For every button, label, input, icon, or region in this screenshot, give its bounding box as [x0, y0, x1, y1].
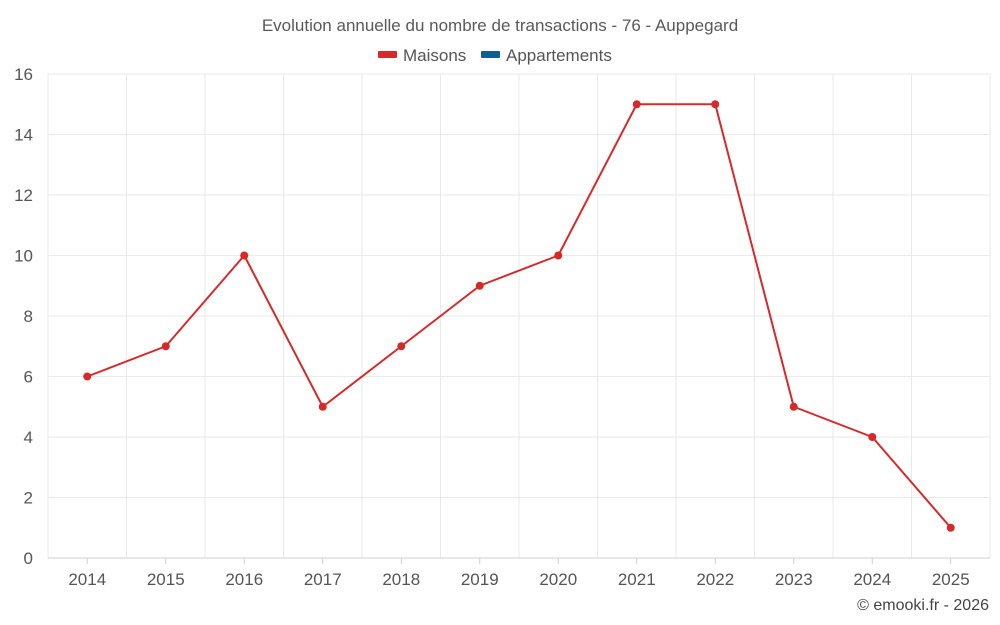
- x-tick-label: 2024: [853, 570, 891, 589]
- y-tick-label: 0: [24, 549, 33, 568]
- credit-text: © emooki.fr - 2026: [857, 597, 989, 614]
- x-tick-label: 2020: [539, 570, 577, 589]
- legend-label-appartements: Appartements: [506, 46, 612, 65]
- legend-item-appartements[interactable]: Appartements: [481, 46, 612, 65]
- data-point-maisons[interactable]: [632, 100, 641, 109]
- data-point-maisons[interactable]: [946, 523, 955, 532]
- grid: [47, 73, 991, 558]
- y-tick-label: 2: [24, 489, 33, 508]
- x-tick-label: 2017: [304, 570, 342, 589]
- data-point-maisons[interactable]: [83, 372, 92, 381]
- y-tick-label: 8: [24, 307, 33, 326]
- legend-swatch-appartements: [481, 51, 500, 58]
- data-point-maisons[interactable]: [868, 433, 877, 441]
- series-line-maisons: [86, 103, 952, 529]
- data-point-maisons[interactable]: [161, 342, 170, 351]
- x-tick-label: 2022: [696, 570, 734, 589]
- data-point-maisons[interactable]: [240, 251, 249, 260]
- y-tick-label: 6: [24, 368, 33, 387]
- data-point-maisons[interactable]: [711, 100, 720, 109]
- y-axis: 0 2 4 6 8 10 12 14 16: [14, 65, 33, 568]
- series-maisons: [83, 100, 955, 532]
- data-point-maisons[interactable]: [318, 402, 327, 411]
- data-point-maisons[interactable]: [475, 281, 484, 290]
- x-tick-label: 2015: [147, 570, 185, 589]
- x-tick-label: 2021: [618, 570, 656, 589]
- x-tick-label: 2018: [382, 570, 420, 589]
- x-tick-label: 2023: [775, 570, 813, 589]
- x-tick-label: 2016: [225, 570, 263, 589]
- x-tick-label: 2019: [461, 570, 499, 589]
- legend-label-maisons: Maisons: [403, 46, 466, 65]
- y-tick-label: 12: [14, 186, 33, 205]
- x-tick-label: 2014: [68, 570, 106, 589]
- chart-title: Evolution annuelle du nombre de transact…: [262, 16, 738, 35]
- data-point-maisons[interactable]: [554, 251, 563, 260]
- legend: Maisons Appartements: [378, 46, 612, 65]
- data-point-maisons[interactable]: [397, 342, 406, 351]
- y-tick-label: 4: [24, 428, 33, 447]
- x-tick-label: 2025: [932, 570, 970, 589]
- y-tick-label: 14: [14, 126, 33, 145]
- y-tick-label: 16: [14, 65, 33, 84]
- data-point-maisons[interactable]: [789, 402, 798, 411]
- x-axis: 2014 2015 2016 2017 2018 2019 2020 2021 2022 2023…: [48, 557, 990, 589]
- legend-item-maisons[interactable]: Maisons: [378, 46, 466, 65]
- legend-swatch-maisons: [378, 51, 397, 58]
- y-tick-label: 10: [14, 247, 33, 266]
